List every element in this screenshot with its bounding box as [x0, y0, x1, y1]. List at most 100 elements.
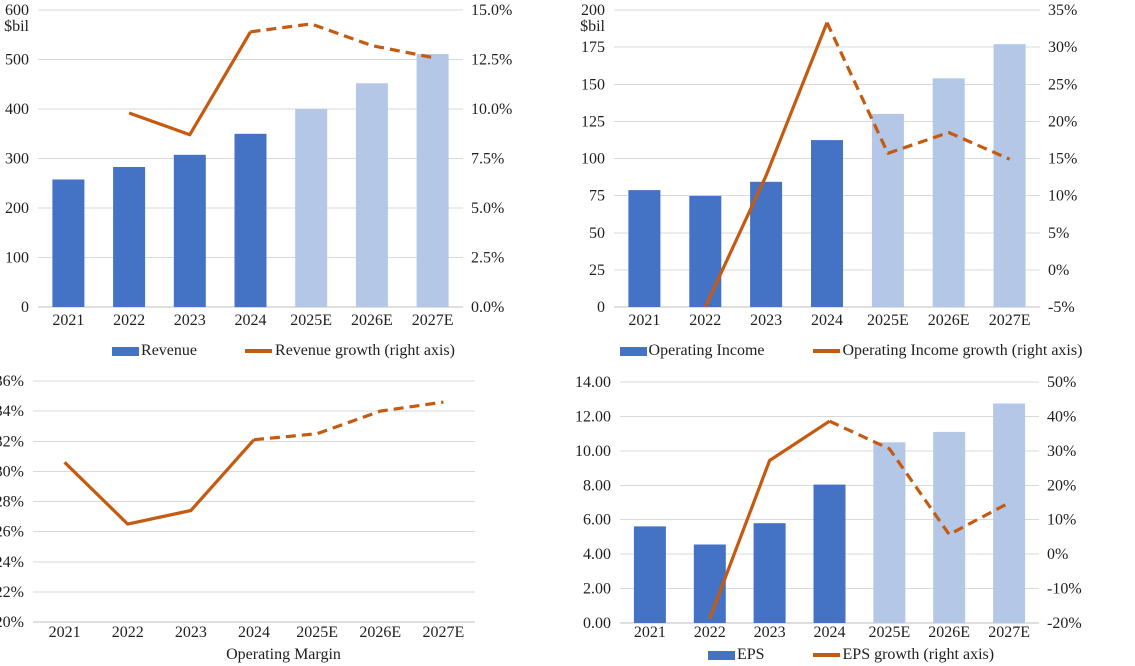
unit-label: $bil [4, 18, 29, 35]
bar-2025E [871, 113, 904, 308]
left-axis-tick: 0 [597, 299, 605, 316]
bar-2022 [693, 544, 726, 623]
x-axis-label-2027E: 2027E [988, 624, 1030, 641]
right-axis-tick: 20% [1048, 113, 1077, 130]
right-axis-tick: 5.0% [471, 200, 504, 217]
right-axis-tick: 10% [1048, 188, 1077, 205]
left-axis-tick: 12.00 [575, 408, 611, 425]
revenue-chart-panel: 0 0.0% 100 2.5% 200 5.0% 300 7.5% 400 10.0% 500 12.… [0, 0, 567, 366]
x-axis-label-2027E: 2027E [423, 624, 465, 641]
x-axis-label-2024: 2024 [238, 624, 270, 641]
left-axis-tick: 4.00 [583, 546, 611, 563]
bar-2025E [295, 109, 328, 307]
operating-income-chart: 0 -5% 25 0% 50 5% 75 10% 100 15% 125 20% 150 25% 175 30… [580, 2, 1077, 329]
left-axis-tick: 100 [5, 250, 29, 267]
bar-2027E [993, 44, 1026, 307]
left-axis-tick: 32% [0, 433, 24, 450]
left-axis-tick: 14.00 [575, 374, 611, 391]
bar-2026E [355, 83, 388, 307]
x-axis-label-2026E: 2026E [928, 312, 970, 329]
eps-growth-line-swatch-icon [812, 653, 840, 657]
bar-2021 [628, 190, 661, 307]
x-axis-label-2022: 2022 [113, 312, 145, 329]
eps-growth-line-dashed [828, 419, 1010, 537]
right-axis-tick: 12.5% [471, 52, 512, 69]
right-axis-tick: 30% [1047, 443, 1076, 460]
legend-label: Operating Income [648, 342, 765, 359]
bar-2024 [813, 484, 846, 623]
right-axis-tick: 15.0% [471, 2, 512, 19]
x-axis-label-2026E: 2026E [928, 624, 970, 641]
left-axis-tick: 6.00 [583, 512, 611, 529]
operating-margin-chart: 20% 22% 24% 26% 28% 30% 32% 34% 36% 2021 2022 2023 2… [0, 373, 475, 641]
bar-2022 [113, 167, 146, 307]
left-axis-tick: 34% [0, 403, 24, 420]
x-axis-label-2024: 2024 [235, 312, 267, 329]
x-axis-label-2021: 2021 [628, 312, 660, 329]
left-axis-tick: 0 [21, 299, 29, 316]
left-axis-tick: 150 [581, 76, 605, 93]
legend-item-revenue: Revenue [112, 342, 197, 360]
left-axis-tick: 10.00 [575, 443, 611, 460]
x-axis-label-2021: 2021 [49, 624, 81, 641]
x-axis-label-2027E: 2027E [412, 312, 454, 329]
left-axis-tick: 200 [581, 2, 605, 19]
eps-legend: EPS EPS growth (right axis) [567, 644, 1135, 666]
right-axis-tick: 20% [1047, 477, 1076, 494]
eps-growth-line-solid [708, 419, 831, 620]
left-axis-tick: 8.00 [583, 477, 611, 494]
revenue-growth-line-dashed [250, 22, 433, 60]
right-axis-tick: -5% [1048, 299, 1075, 316]
x-axis-label-2023: 2023 [174, 312, 206, 329]
right-axis-tick: 25% [1048, 76, 1077, 93]
left-axis-tick: 400 [5, 101, 29, 118]
legend-item-operating-income: Operating Income [619, 342, 765, 360]
revenue-legend: Revenue Revenue growth (right axis) [0, 336, 567, 366]
bar-2024 [234, 133, 267, 308]
left-axis-tick: 75 [589, 188, 605, 205]
x-axis-label-2023: 2023 [750, 312, 782, 329]
left-axis-tick: 28% [0, 494, 24, 511]
left-axis-tick: 100 [581, 151, 605, 168]
right-axis-tick: 40% [1047, 408, 1076, 425]
operating-income-bar-swatch-icon [619, 346, 647, 356]
right-axis-tick: 30% [1048, 39, 1077, 56]
left-axis-tick: 20% [0, 614, 24, 631]
x-axis-label-2025E: 2025E [869, 624, 911, 641]
left-axis-tick: 300 [5, 151, 29, 168]
bar-2025E [873, 442, 906, 624]
left-axis-tick: 26% [0, 524, 24, 541]
x-axis-label-2026E: 2026E [359, 624, 401, 641]
x-axis-label-2021: 2021 [52, 312, 84, 329]
legend-label: Operating Income growth (right axis) [842, 342, 1083, 359]
eps-chart-panel: 0.00 -20% 2.00 -10% 4.00 0% 6.00 10% 8.00 20% 10.0… [567, 366, 1135, 666]
operating-income-growth-line-swatch-icon [812, 349, 840, 353]
right-axis-tick: -10% [1047, 581, 1082, 598]
right-axis-tick: 0.0% [471, 299, 504, 316]
eps-chart: 0.00 -20% 2.00 -10% 4.00 0% 6.00 10% 8.00 20% 10.0… [575, 374, 1082, 641]
bar-2021 [633, 526, 666, 623]
right-axis-tick: 10% [1047, 512, 1076, 529]
bar-2027E [993, 403, 1026, 623]
bar-2021 [52, 179, 85, 307]
left-axis-tick: 50 [589, 225, 605, 242]
legend-item-revenue-growth: Revenue growth (right axis) [245, 342, 455, 360]
operating-income-growth-line-solid [703, 22, 829, 308]
x-axis-label-2021: 2021 [634, 624, 666, 641]
x-axis-label-2024: 2024 [811, 312, 843, 329]
left-axis-tick: 22% [0, 584, 24, 601]
right-axis-tick: 7.5% [471, 151, 504, 168]
bar-2027E [416, 54, 449, 307]
legend-label: EPS growth (right axis) [842, 646, 995, 663]
legend-label: Revenue growth (right axis) [275, 342, 455, 359]
operating-margin-growth-line-dashed [253, 400, 444, 442]
left-axis-tick: 25 [589, 262, 605, 279]
x-axis-label-2024: 2024 [814, 624, 846, 641]
left-axis-tick: 30% [0, 463, 24, 480]
operating-income-growth-line-dashed [825, 21, 1011, 161]
right-axis-tick: 10.0% [471, 101, 512, 118]
left-axis-tick: 175 [581, 39, 605, 56]
bar-2024 [811, 140, 843, 307]
left-axis-tick: 0.00 [583, 615, 611, 632]
